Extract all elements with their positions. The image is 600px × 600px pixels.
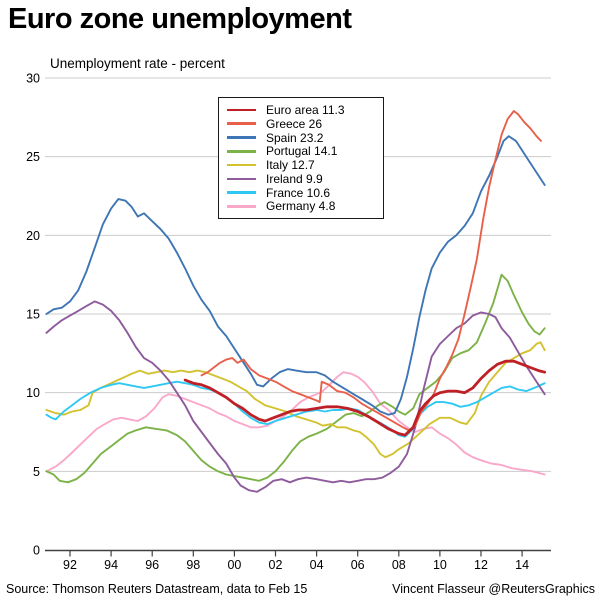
x-axis-tick-label: 14 (515, 558, 529, 572)
y-axis-tick-label: 20 (26, 229, 40, 243)
legend-line-swatch-icon (227, 191, 256, 194)
legend-item-euro-area: Euro area 11.3 (227, 103, 377, 117)
y-axis-tick-label: 10 (26, 386, 40, 400)
legend-line-swatch-icon (227, 122, 256, 125)
x-axis-tick-label: 06 (351, 558, 365, 572)
series-line-germany (45, 371, 546, 476)
legend-line-swatch-icon (227, 205, 256, 208)
legend-item-italy: Italy 12.7 (227, 158, 377, 172)
series-line-spain (45, 135, 546, 416)
legend-line-swatch-icon (227, 163, 256, 167)
y-axis-tick-label: 5 (33, 465, 40, 479)
legend-line-swatch-icon (227, 149, 256, 153)
x-axis-tick-label: 04 (310, 558, 324, 572)
legend-item-portugal: Portugal 14.1 (227, 144, 377, 158)
y-axis-tick-label: 15 (26, 308, 40, 322)
y-axis-tick-label: 30 (26, 72, 40, 86)
legend-item-germany: Germany 4.8 (227, 199, 377, 214)
legend-line-swatch-icon (227, 108, 256, 112)
x-axis-tick-label: 08 (392, 558, 406, 572)
chart-subtitle: Unemployment rate - percent (50, 56, 225, 71)
legend-item-greece: Greece 26 (227, 117, 377, 131)
x-axis-tick-label: 00 (227, 558, 241, 572)
chart-title: Euro zone unemployment (8, 3, 352, 35)
legend-line-swatch-icon (227, 177, 256, 181)
x-axis-tick-label: 92 (63, 558, 77, 572)
legend-label: Ireland 9.9 (266, 171, 323, 186)
x-axis-tick-label: 98 (186, 558, 200, 572)
series-line-ireland (45, 300, 546, 493)
legend-label: Portugal 14.1 (266, 144, 338, 159)
x-axis-tick-label: 96 (145, 558, 159, 572)
legend-item-spain: Spain 23.2 (227, 131, 377, 145)
source-note: Source: Thomson Reuters Datastream, data… (6, 582, 308, 596)
x-axis-tick-label: 12 (474, 558, 488, 572)
series-line-greece (200, 110, 542, 432)
legend-label: Spain 23.2 (266, 130, 324, 145)
series-line-portugal (45, 273, 546, 484)
legend-line-swatch-icon (227, 136, 256, 139)
legend-label: Germany 4.8 (266, 199, 336, 214)
legend-item-france: France 10.6 (227, 186, 377, 200)
chart-legend: Euro area 11.3 Greece 26 Spain 23.2 Portuga… (218, 97, 384, 220)
legend-label: Euro area 11.3 (266, 102, 345, 117)
series-line-france (45, 380, 546, 438)
series-line-euro-area (183, 359, 547, 437)
legend-label: France 10.6 (266, 185, 331, 200)
x-axis-tick-label: 02 (269, 558, 283, 572)
legend-label: Greece 26 (266, 116, 323, 131)
credit-note: Vincent Flasseur @ReutersGraphics (392, 582, 595, 596)
y-axis-tick-label: 25 (26, 150, 40, 164)
series-line-italy (45, 341, 546, 459)
x-axis-tick-label: 10 (433, 558, 447, 572)
x-axis-tick-label: 94 (104, 558, 118, 572)
legend-label: Italy 12.7 (266, 158, 315, 173)
y-axis-tick-label: 0 (33, 544, 40, 558)
legend-item-ireland: Ireland 9.9 (227, 172, 377, 186)
